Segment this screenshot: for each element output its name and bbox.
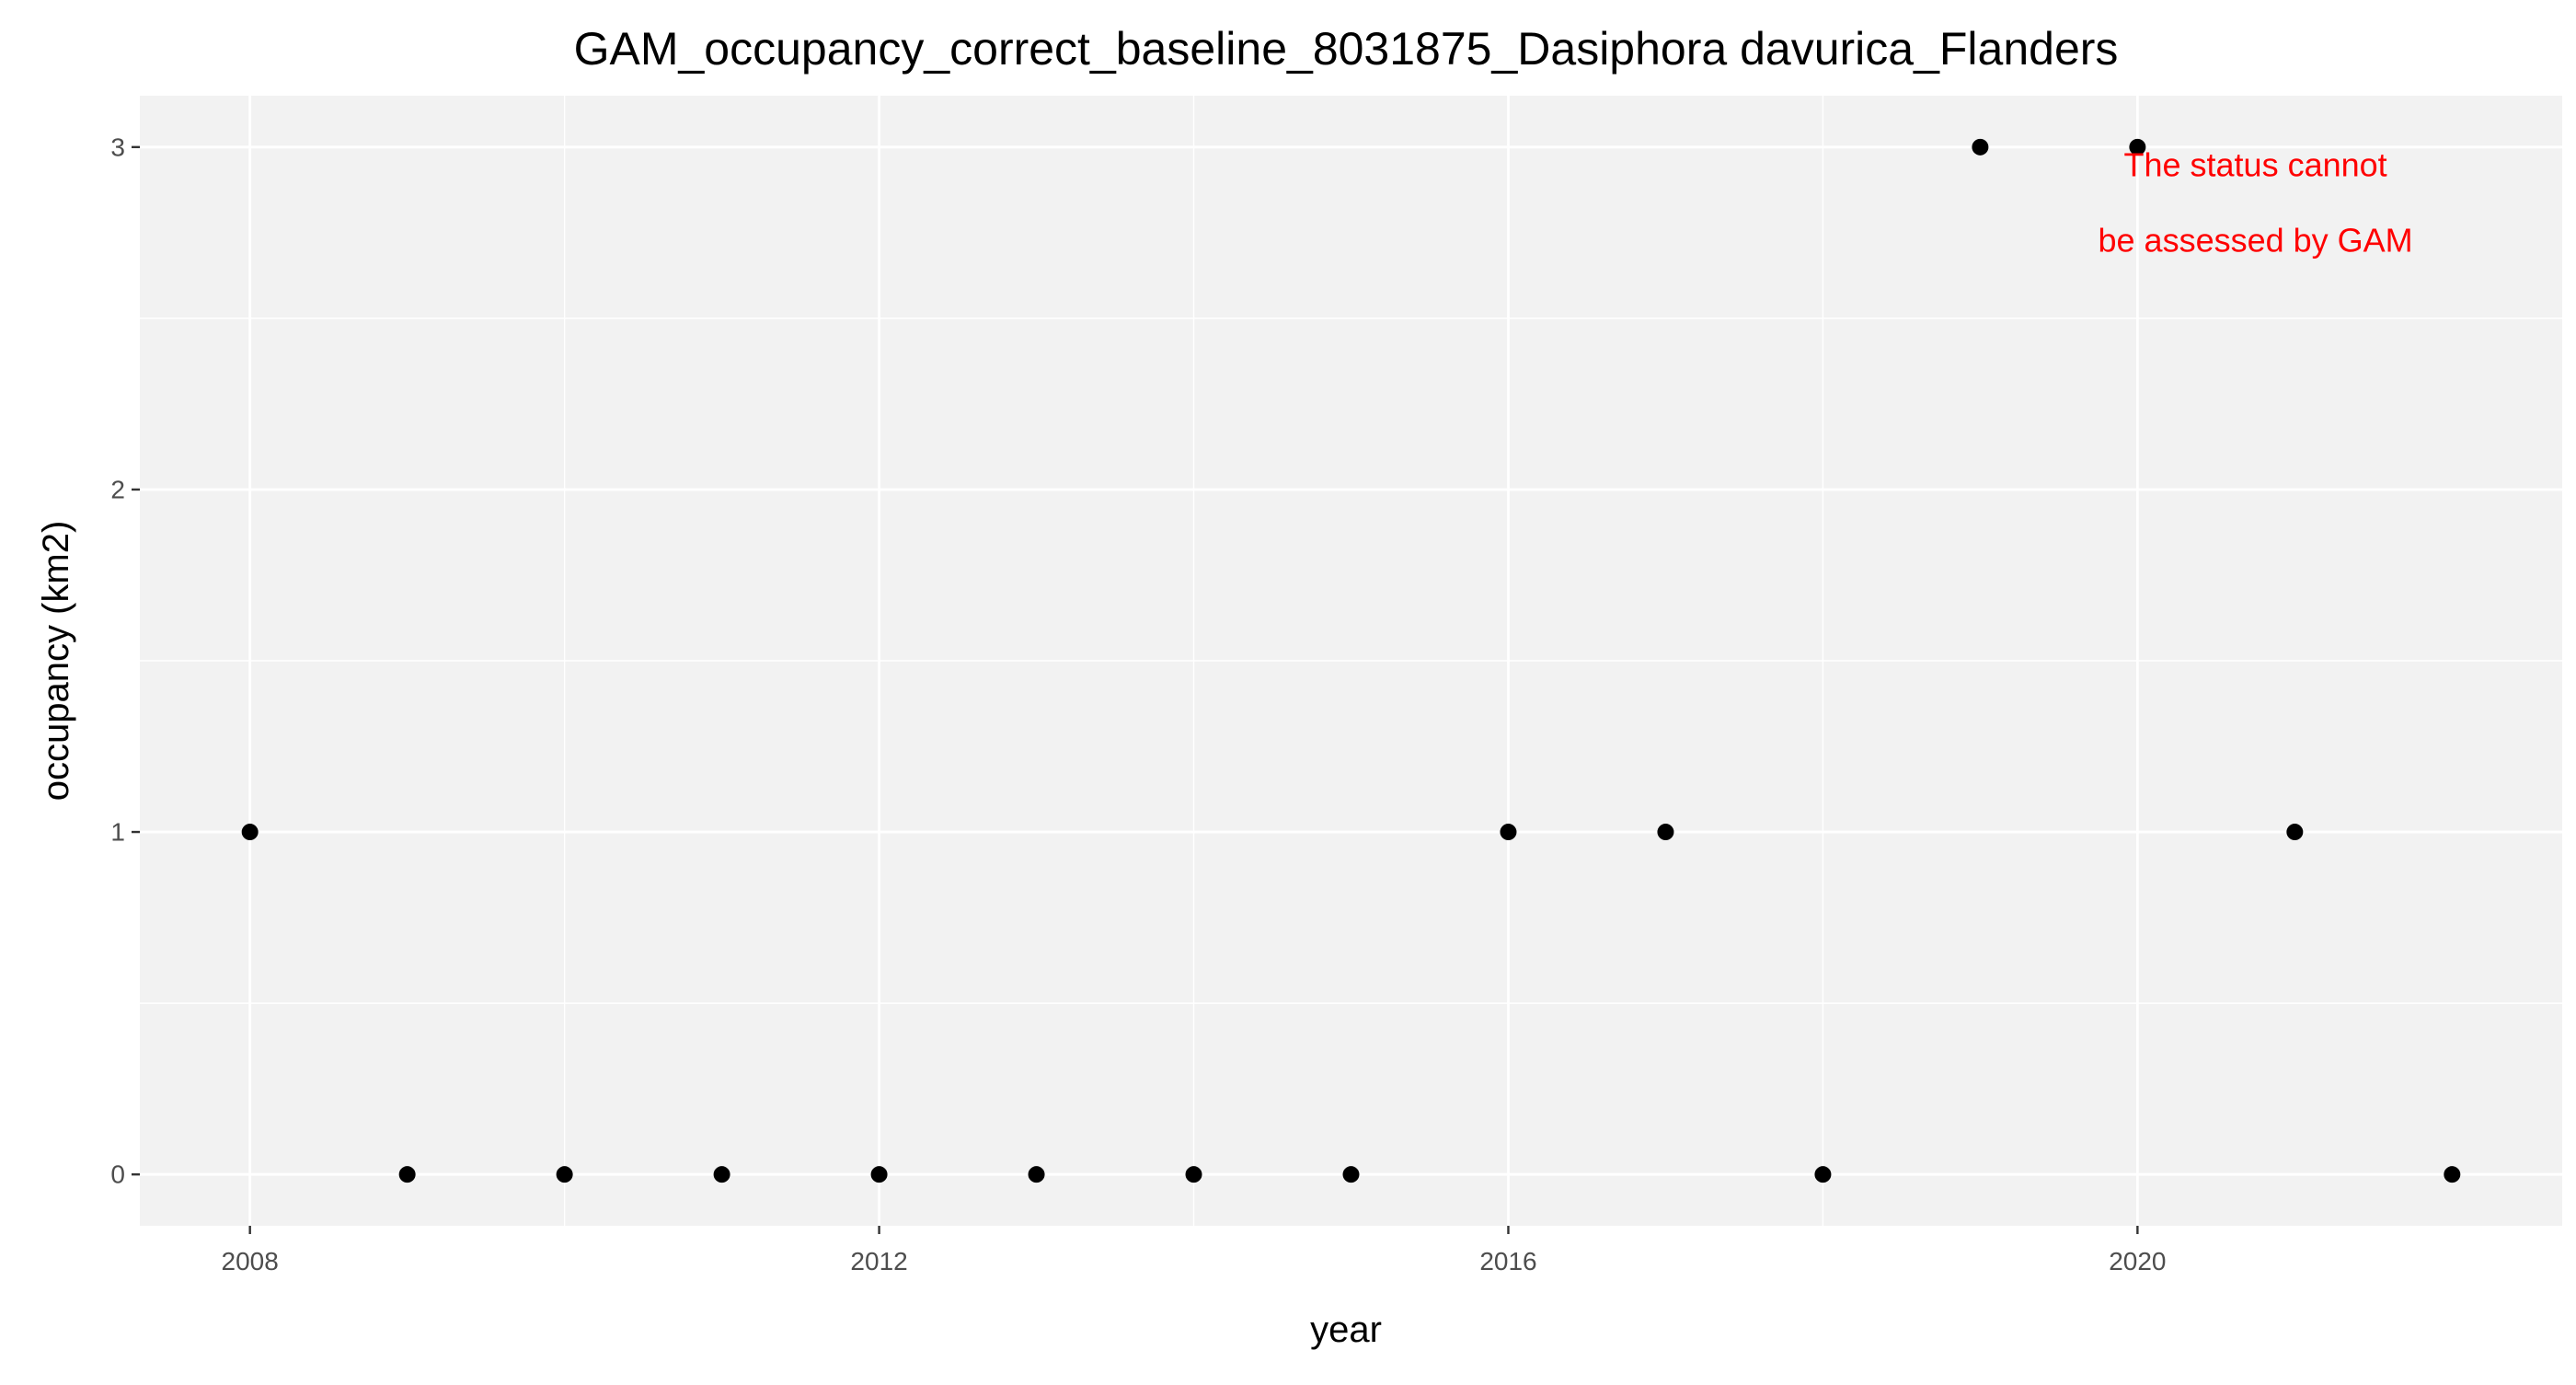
data-point [241,824,259,841]
data-point [2129,138,2146,156]
data-point [1500,824,1517,841]
annotation-line-2: be assessed by GAM [2099,221,2413,259]
x-tick-label: 2012 [850,1247,907,1275]
x-tick-label: 2016 [1479,1247,1536,1275]
data-point [2286,824,2304,841]
data-point [398,1166,416,1183]
data-point [713,1166,730,1183]
y-tick-label: 1 [110,818,125,847]
data-point [870,1166,888,1183]
y-axis-label: occupancy (km2) [36,521,76,802]
data-point [2444,1166,2461,1183]
annotation-line-1: The status cannot [2124,145,2387,183]
x-tick-label: 2008 [222,1247,279,1275]
y-tick-label: 3 [110,133,125,161]
x-axis-label: year [1310,1310,1382,1350]
points-layer [241,138,2461,1183]
y-tick-label: 2 [110,475,125,503]
data-point [1814,1166,1832,1183]
y-tick-label: 0 [110,1160,125,1189]
x-tick-label: 2020 [2109,1247,2166,1275]
data-point [1342,1166,1360,1183]
data-point [1185,1166,1202,1183]
annotation: The status cannot be assessed by GAM [2099,145,2413,259]
y-axis-ticks: 0 1 2 3 [110,133,140,1189]
data-point [1657,824,1674,841]
data-point [1972,138,1989,156]
chart-title: GAM_occupancy_correct_baseline_8031875_D… [574,23,2119,75]
data-point [1028,1166,1045,1183]
data-point [556,1166,573,1183]
x-axis-ticks: 2008 2012 2016 2020 [222,1226,2167,1275]
